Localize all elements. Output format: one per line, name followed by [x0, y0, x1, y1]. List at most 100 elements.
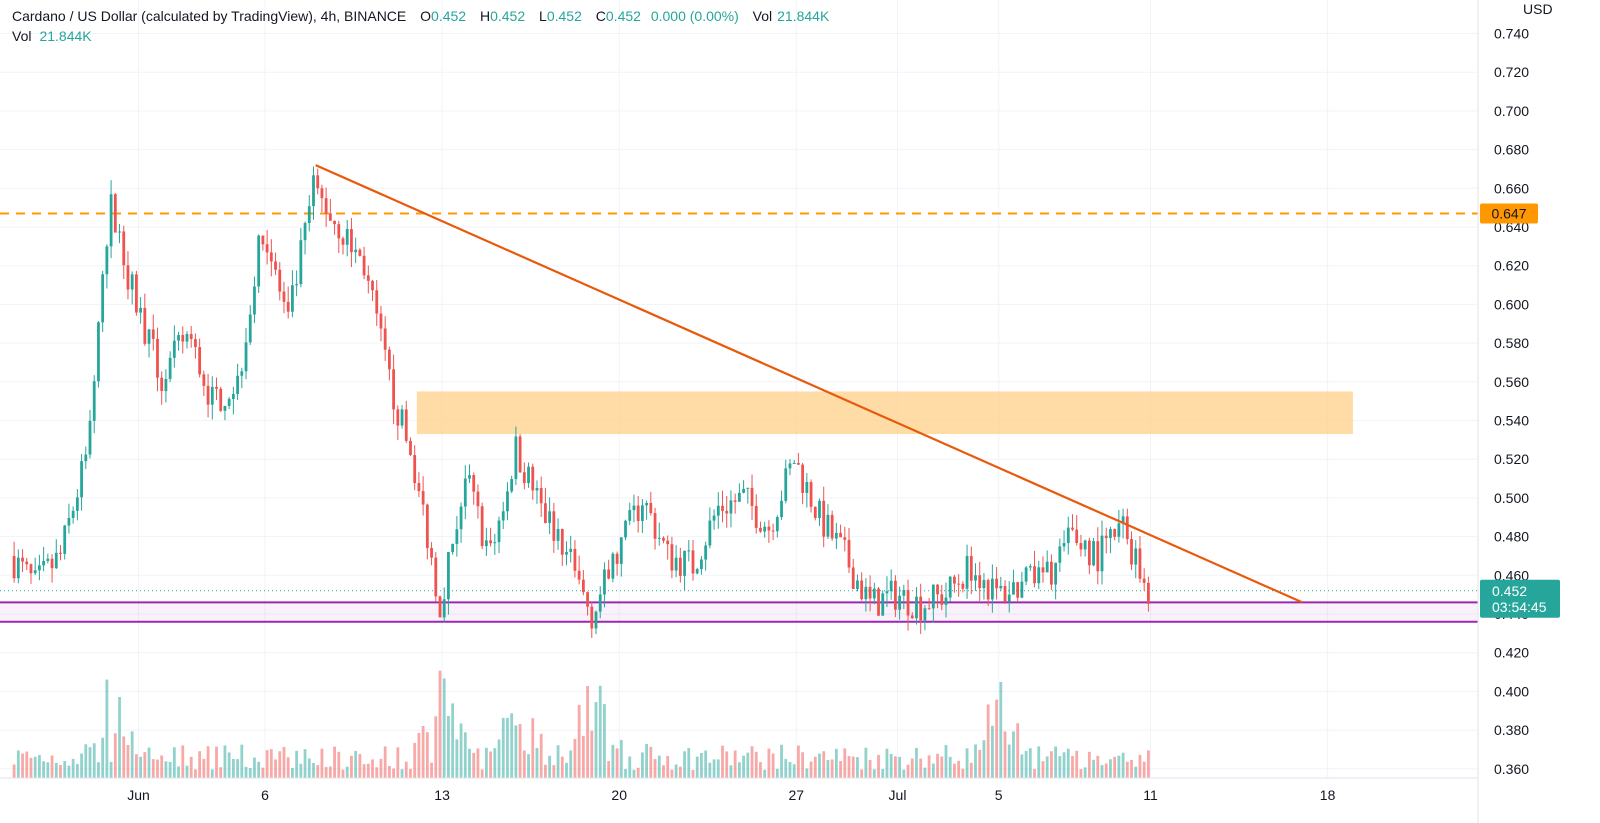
time-axis[interactable]: Jun 6 13 20 27 Jul 5 11 18: [127, 787, 1335, 803]
volume-bar: [1033, 768, 1036, 778]
candle-body: [92, 381, 96, 421]
candle-body: [1058, 546, 1062, 563]
candle-body: [565, 551, 568, 555]
candle-body: [902, 589, 906, 596]
volume-bar: [489, 751, 492, 778]
volume-bar: [931, 763, 935, 778]
candle-body: [269, 252, 273, 262]
volume-bar: [830, 759, 834, 778]
candle-body: [413, 455, 417, 484]
volume-bar: [105, 679, 109, 778]
candle-body: [295, 284, 299, 286]
legend-ohlc-row: Cardano / US Dollar (calculated by Tradi…: [12, 6, 829, 26]
volume-bar: [383, 746, 387, 778]
volume-bar: [472, 752, 476, 778]
volume-bar: [544, 764, 547, 778]
volume-bar: [969, 762, 973, 778]
volume-bar: [333, 746, 336, 778]
candle-body: [312, 175, 315, 207]
volume-bar: [527, 754, 530, 778]
volume-bar: [328, 766, 332, 778]
volume-bar: [130, 731, 134, 778]
candle-body: [662, 537, 665, 541]
volume-bar: [645, 744, 649, 778]
candle-body: [16, 557, 20, 579]
volume-bar: [84, 744, 88, 778]
volume-bar: [1050, 751, 1053, 778]
volume-bar: [826, 759, 830, 778]
candle-body: [350, 229, 353, 253]
candle-body: [527, 466, 530, 484]
candle-body: [455, 529, 459, 544]
volume-bar: [101, 737, 105, 778]
candle-body: [775, 517, 779, 532]
candle-body: [674, 557, 678, 571]
volume-bar: [1096, 755, 1100, 778]
volume-bar: [754, 751, 758, 778]
candle-body: [1050, 561, 1053, 585]
candle-body: [1075, 529, 1079, 544]
legend-symbol[interactable]: Cardano / US Dollar (calculated by Tradi…: [12, 8, 407, 24]
volume-bar: [910, 758, 914, 778]
candle-body: [472, 475, 476, 492]
resistance-zone[interactable]: [416, 391, 1353, 435]
volume-bar: [700, 752, 703, 778]
candle-body: [1087, 540, 1091, 566]
volume-bar: [25, 751, 29, 778]
volume-bar: [1071, 756, 1074, 778]
volume-bar: [1062, 752, 1066, 778]
volume-bar: [716, 759, 720, 778]
volume-bar: [50, 755, 54, 778]
volume-bar: [341, 769, 345, 778]
candle-body: [307, 206, 311, 224]
candle-body: [274, 261, 277, 270]
candle-body: [834, 532, 838, 539]
candle-body: [535, 487, 539, 491]
descending-trendline[interactable]: [315, 164, 1303, 604]
volume-bar: [839, 761, 842, 778]
candle-body: [784, 468, 788, 501]
volume-bar: [379, 758, 383, 778]
volume-bar: [261, 767, 265, 778]
legend-open-label: O: [420, 8, 432, 24]
candle-body: [493, 542, 497, 544]
candle-body: [978, 575, 982, 589]
volume-bar: [957, 760, 961, 778]
volume-bar: [1037, 746, 1041, 778]
candle-body: [320, 188, 324, 199]
candle-body: [324, 198, 328, 214]
volume-bar: [400, 769, 404, 778]
volume-bar: [366, 763, 370, 778]
volume-bar: [1016, 723, 1020, 778]
support-band[interactable]: [0, 602, 1478, 622]
volume-bar: [396, 747, 400, 778]
volume-bar: [953, 763, 956, 778]
candle-body: [134, 274, 138, 313]
candle-body: [425, 504, 429, 549]
candle-body: [303, 223, 307, 241]
candle-body: [615, 553, 619, 564]
candle-body: [999, 585, 1003, 589]
volume-bar: [387, 765, 391, 778]
candle-body: [948, 576, 952, 598]
candle-body: [417, 483, 421, 492]
candle-body: [712, 515, 716, 521]
candle-body: [497, 520, 501, 543]
volume-bar: [788, 761, 792, 778]
candle-body: [1130, 539, 1133, 565]
currency-label: USD: [1523, 1, 1553, 17]
legend-vol-label: Vol: [752, 8, 773, 24]
price-axis[interactable]: 0.7400.7200.7000.6800.6600.6400.6200.600…: [1494, 26, 1529, 777]
volume-bar: [573, 738, 577, 778]
volume-bar: [248, 767, 252, 778]
volume-bar: [649, 746, 653, 778]
candle-body: [657, 537, 661, 539]
volume-bar: [611, 744, 615, 778]
price-tick-label: 0.660: [1494, 180, 1529, 196]
legend-open-value: 0.452: [431, 8, 467, 24]
candle-body: [21, 557, 24, 562]
volume-bar: [619, 739, 623, 778]
candle-body: [476, 491, 480, 507]
candle-body: [872, 588, 876, 599]
